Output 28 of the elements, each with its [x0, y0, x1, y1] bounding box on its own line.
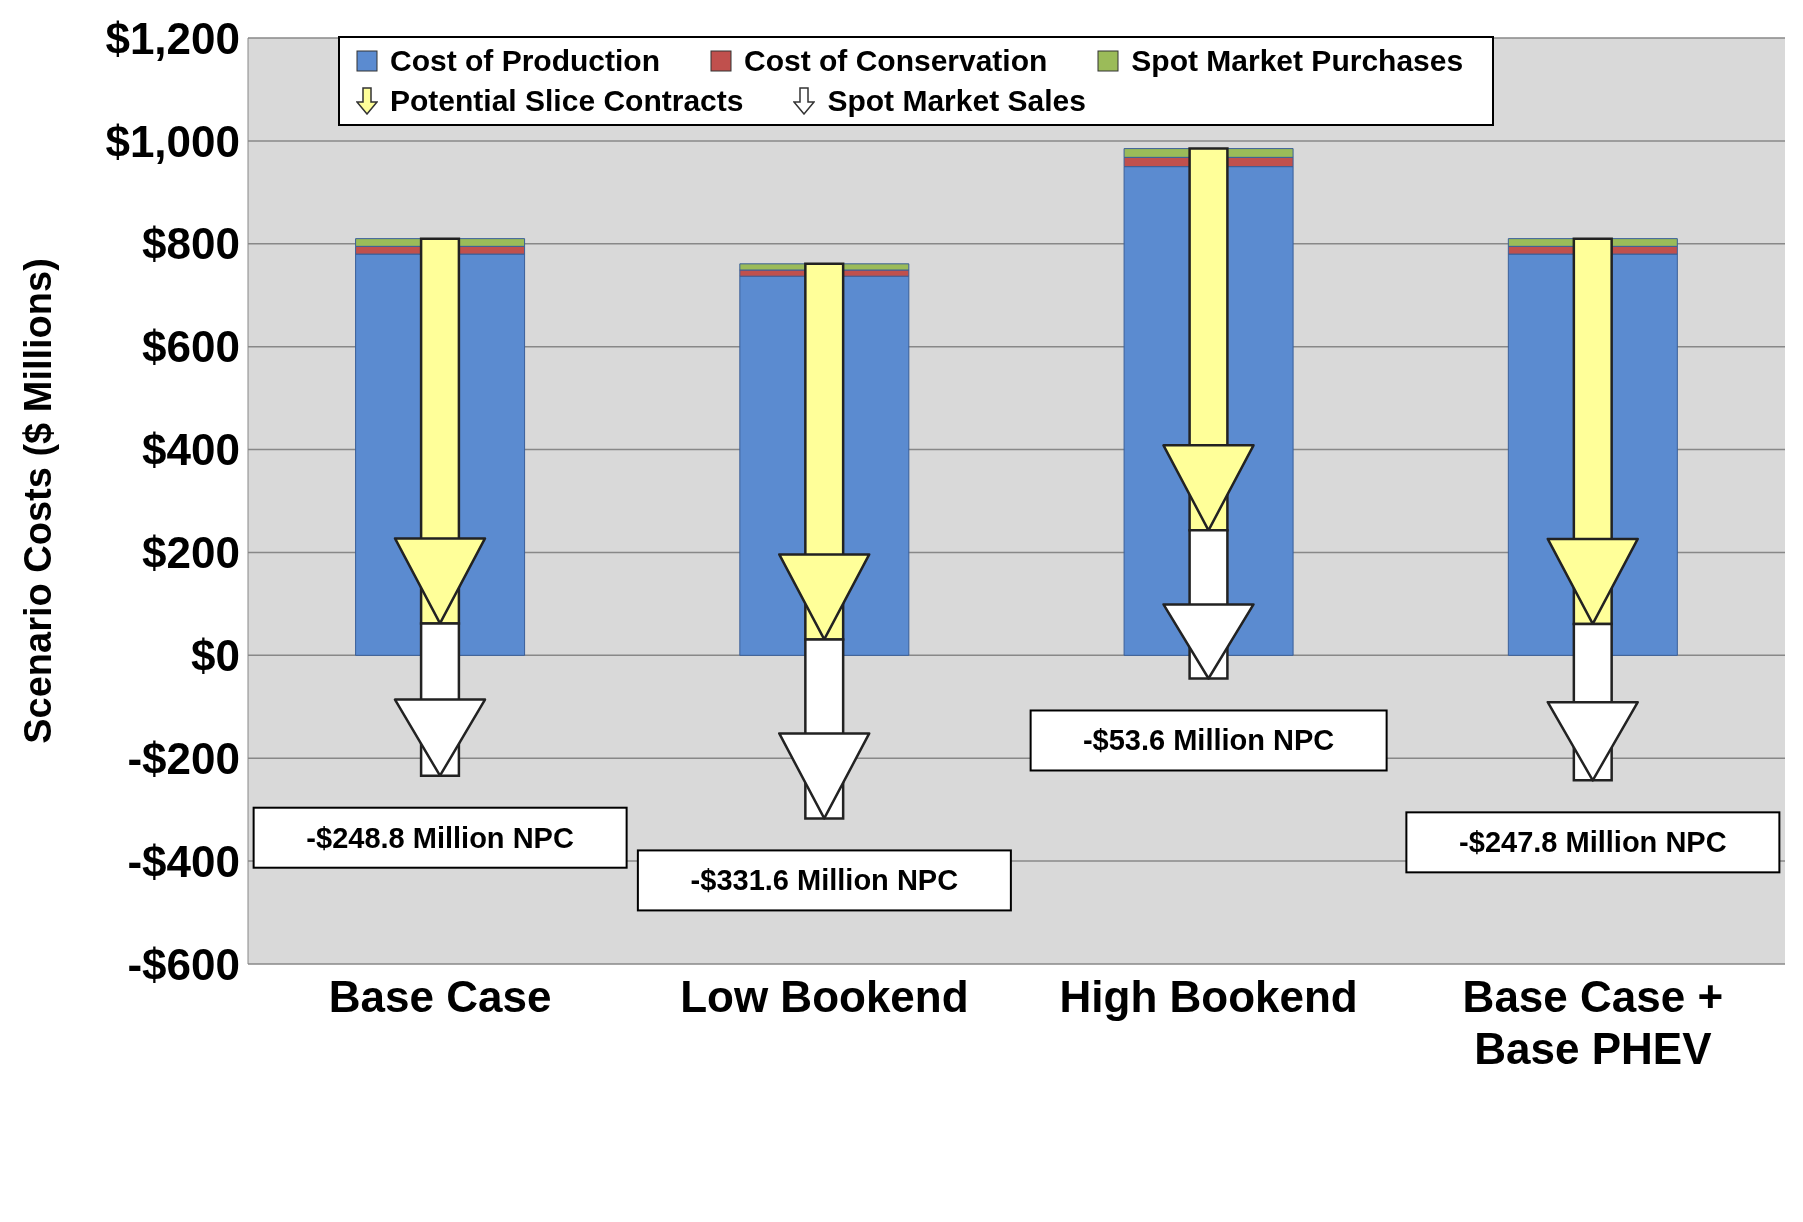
- note-box: -$247.8 Million NPC: [1405, 811, 1781, 874]
- legend-label: Spot Market Sales: [826, 84, 1086, 118]
- y-tick-label: -$400: [127, 836, 240, 886]
- legend-label: Cost of Conservation: [743, 44, 1048, 78]
- legend-label: Potential Slice Contracts: [389, 84, 744, 118]
- annotation: -$248.8 Million NPC: [306, 821, 574, 854]
- x-tick-label: Low Bookend: [680, 972, 969, 1021]
- y-tick-label: $1,200: [105, 13, 240, 63]
- x-tick-label: High Bookend: [1059, 972, 1358, 1021]
- y-axis-title: Scenario Costs ($ Millions): [17, 258, 60, 744]
- y-tick-label: $1,000: [105, 116, 240, 166]
- legend-label: Cost of Production: [389, 44, 660, 78]
- annotation: -$247.8 Million NPC: [1459, 826, 1727, 859]
- note-box: -$248.8 Million NPC: [252, 806, 628, 869]
- y-tick-label: $400: [142, 425, 240, 475]
- note-box: -$53.6 Million NPC: [1029, 709, 1388, 772]
- x-tick-label: Base Case + Base PHEV: [1462, 972, 1724, 1073]
- y-tick-label: $0: [191, 630, 240, 680]
- annotation: -$53.6 Million NPC: [1082, 724, 1335, 757]
- y-tick-label: -$600: [127, 939, 240, 989]
- y-tick-label: $200: [142, 528, 240, 578]
- annotation: -$331.6 Million NPC: [690, 864, 959, 897]
- x-tick-label: Base Case: [328, 972, 552, 1021]
- legend-label: Spot Market Purchases: [1130, 44, 1464, 78]
- y-tick-label: $600: [142, 322, 240, 372]
- note-box: -$331.6 Million NPC: [636, 849, 1012, 912]
- y-tick-label: $800: [142, 219, 240, 269]
- y-tick-label: -$200: [127, 733, 240, 783]
